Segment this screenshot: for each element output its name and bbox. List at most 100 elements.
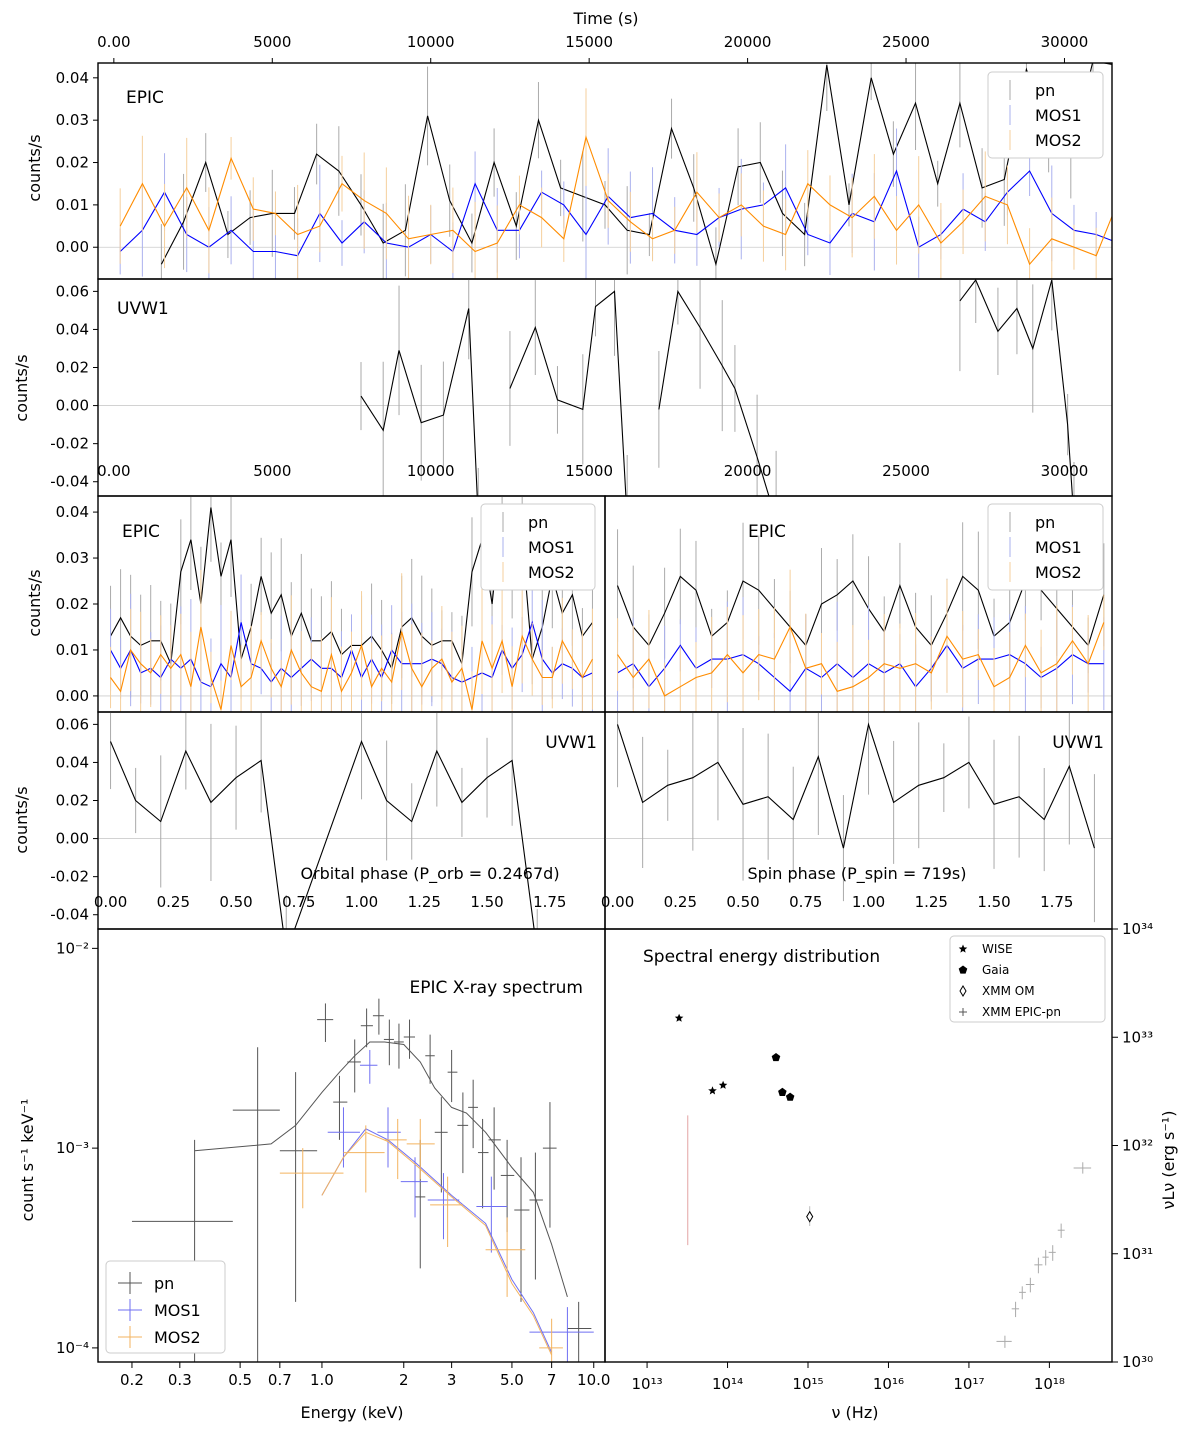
uvw1-orbital-xtick-label: 0.75 (282, 893, 315, 911)
sed-xtick-label: 10¹⁴ (712, 1375, 743, 1393)
epic-spin-legend-box (987, 503, 1104, 591)
epic-spin-legend-label-mos1: MOS1 (1035, 538, 1082, 557)
uvw1-time-title: UVW1 (117, 299, 169, 319)
spectrum-legend-label-mos1: MOS1 (154, 1301, 201, 1320)
uvw1-spin-plot-area (605, 712, 1112, 923)
spectrum-model-mos2 (321, 1131, 553, 1356)
spectrum-ylabel: count s⁻¹ keV⁻¹ (18, 1099, 37, 1222)
uvw1-time-xtick-label: 10000 (407, 462, 455, 480)
uvw1-orbital-xtick-label: 0.25 (157, 893, 190, 911)
epic-spin-series-line-mos1 (617, 644, 1104, 693)
uvw1-time-ytick-label: 0.00 (56, 397, 89, 415)
uvw1-orbital-panel: -0.04 -0.02 0.00 0.02 0.04 0.06 0.00 0.25 0.50 0.… (50, 711, 606, 930)
uvw1-orbital-series-line-uvw1 (109, 739, 535, 929)
epic-orbital-title: EPIC (122, 522, 160, 542)
uvw1-orbital-ytick-label: 0.06 (56, 715, 89, 733)
epic-time-ytick-label: 0.00 (56, 238, 89, 256)
epic-orbital-ytick-label: 0.04 (56, 503, 89, 521)
epic-time-xtick-label: 30000 (1041, 33, 1089, 51)
uvw1-spin-xtick-label: 1.75 (1040, 893, 1073, 911)
spectrum-xtick-label: 0.3 (168, 1371, 192, 1389)
uvw1-spin-xtick-label: 0.75 (789, 893, 822, 911)
spectrum-ytick-label: 10⁻² (56, 939, 89, 957)
epic-time-title: EPIC (126, 88, 164, 108)
sed-point-gaia (778, 1087, 787, 1096)
sed-point-gaia (771, 1053, 781, 1062)
uvw1-spin-xtick-label: 1.00 (852, 893, 885, 911)
epic-orbital-ytick-label: 0.01 (56, 641, 89, 659)
sed-legend-box (949, 935, 1106, 1023)
uvw1-orbital-xtick-label: 1.50 (470, 893, 503, 911)
epic-orbital-legend-box (480, 503, 596, 591)
spectrum-xtick-label: 5.0 (500, 1371, 524, 1389)
spectrum-xtick-label: 7 (547, 1371, 557, 1389)
spectrum-legend-label-mos2: MOS2 (154, 1328, 201, 1347)
spectrum-xtick-label: 1.0 (310, 1371, 334, 1389)
uvw1-time-xtick-label: 25000 (882, 462, 930, 480)
spectrum-xtick-label: 2 (399, 1371, 409, 1389)
epic-time-xtick-label: 0.00 (97, 33, 130, 51)
uvw1-time-ytick-label: 0.06 (56, 282, 89, 300)
epic-time-ytick-label: 0.04 (56, 69, 89, 87)
spectrum-xtick-label: 3 (447, 1371, 457, 1389)
sed-legend-label-gaia: Gaia (982, 963, 1009, 977)
uvw1-time-ylabel: counts/s (12, 354, 31, 421)
energy-axis-label: Energy (keV) (300, 1403, 403, 1422)
epic-orbital-ytick-label: 0.03 (56, 549, 89, 567)
sed-xtick-label: 10¹⁸ (1034, 1375, 1065, 1393)
uvw1-orbital-ytick-label: -0.02 (50, 868, 89, 886)
epic-orbital-legend-label-mos1: MOS1 (528, 538, 575, 557)
spectrum-model-mos1 (321, 1128, 553, 1353)
sed-ytick-label: 10³⁰ (1122, 1353, 1153, 1371)
uvw1-time-xtick-label: 30000 (1041, 462, 1089, 480)
spectrum-xtick-label: 0.7 (268, 1371, 292, 1389)
sed-point-wise (674, 1013, 684, 1022)
sed-ytick-label: 10³¹ (1122, 1245, 1153, 1263)
uvw1-spin-panel: 0.00 0.25 0.50 0.75 1.00 1.25 1.50 1.75 UVW1 (601, 711, 1113, 930)
uvw1-spin-xtick-label: 0.25 (664, 893, 697, 911)
epic-time-xtick-label: 25000 (882, 33, 930, 51)
sed-point-wise (718, 1080, 728, 1089)
epic-time-ylabel: counts/s (25, 134, 44, 201)
epic-time-legend-label-pn: pn (1035, 81, 1055, 100)
epic-spin-panel: EPIC pn MOS1 MOS2 (604, 495, 1113, 713)
epic-time-legend-box (987, 71, 1104, 159)
spectrum-xtick-label: 0.2 (120, 1371, 144, 1389)
sed-xtick-label: 10¹⁵ (792, 1375, 823, 1393)
uvw1-spin-series-line-uvw1 (616, 722, 1095, 849)
sed-legend-marker-xmm-om (959, 985, 967, 997)
sed-ytick-label: 10³³ (1122, 1028, 1153, 1046)
epic-spin-series-line-mos2 (617, 622, 1105, 697)
sed-ylabel: νLν (erg s⁻¹) (1159, 1111, 1178, 1210)
orbital-phase-label: Orbital phase (P_orb = 0.2467d) (300, 864, 559, 884)
spectrum-ytick-label: 10⁻⁴ (56, 1339, 89, 1357)
epic-spin-legend-label-mos2: MOS2 (1035, 563, 1082, 582)
spectrum-legend-box (105, 1260, 226, 1354)
uvw1-orbital-ytick-label: 0.02 (56, 792, 89, 810)
sed-legend-label-wise: WISE (982, 942, 1013, 956)
uvw1-orbital-xtick-label: 0.50 (219, 893, 252, 911)
uvw1-time-plot-area (98, 279, 1112, 496)
uvw1-orbital-ytick-label: -0.04 (50, 906, 89, 924)
epic-orbital-ytick-label: 0.00 (56, 687, 89, 705)
epic-orbital-ylabel: counts/s (25, 569, 44, 636)
epic-spin-plot-area (605, 522, 1112, 712)
xray-spectrum-panel: 0.2 0.3 0.5 0.7 1.0 2 3 5.0 7 10.0 10⁻⁴ 10⁻³ 10⁻² EPI… (56, 928, 610, 1389)
uvw1-time-xtick-label: 20000 (724, 462, 772, 480)
spectrum-xtick-label: 10.0 (577, 1371, 610, 1389)
epic-time-series-line-pn (160, 63, 1112, 267)
uvw1-spin-title: UVW1 (1052, 733, 1104, 753)
sed-point-wise (708, 1086, 717, 1095)
epic-time-legend-label-mos1: MOS1 (1035, 106, 1082, 125)
epic-time-ytick-label: 0.02 (56, 154, 89, 172)
epic-time-panel: 0.00 0.01 0.02 0.03 0.04 0.00 5000 10000 15000 20… (56, 33, 1113, 280)
uvw1-orbital-xtick-label: 1.00 (345, 893, 378, 911)
uvw1-orbital-title: UVW1 (545, 733, 597, 753)
uvw1-time-series-line-uvw1 (959, 279, 1073, 496)
epic-time-xtick-label: 5000 (253, 33, 291, 51)
epic-time-legend-label-mos2: MOS2 (1035, 131, 1082, 150)
epic-time-xtick-label: 15000 (565, 33, 613, 51)
uvw1-spin-xtick-label: 1.25 (915, 893, 948, 911)
sed-ytick-label: 10³⁴ (1122, 920, 1153, 938)
